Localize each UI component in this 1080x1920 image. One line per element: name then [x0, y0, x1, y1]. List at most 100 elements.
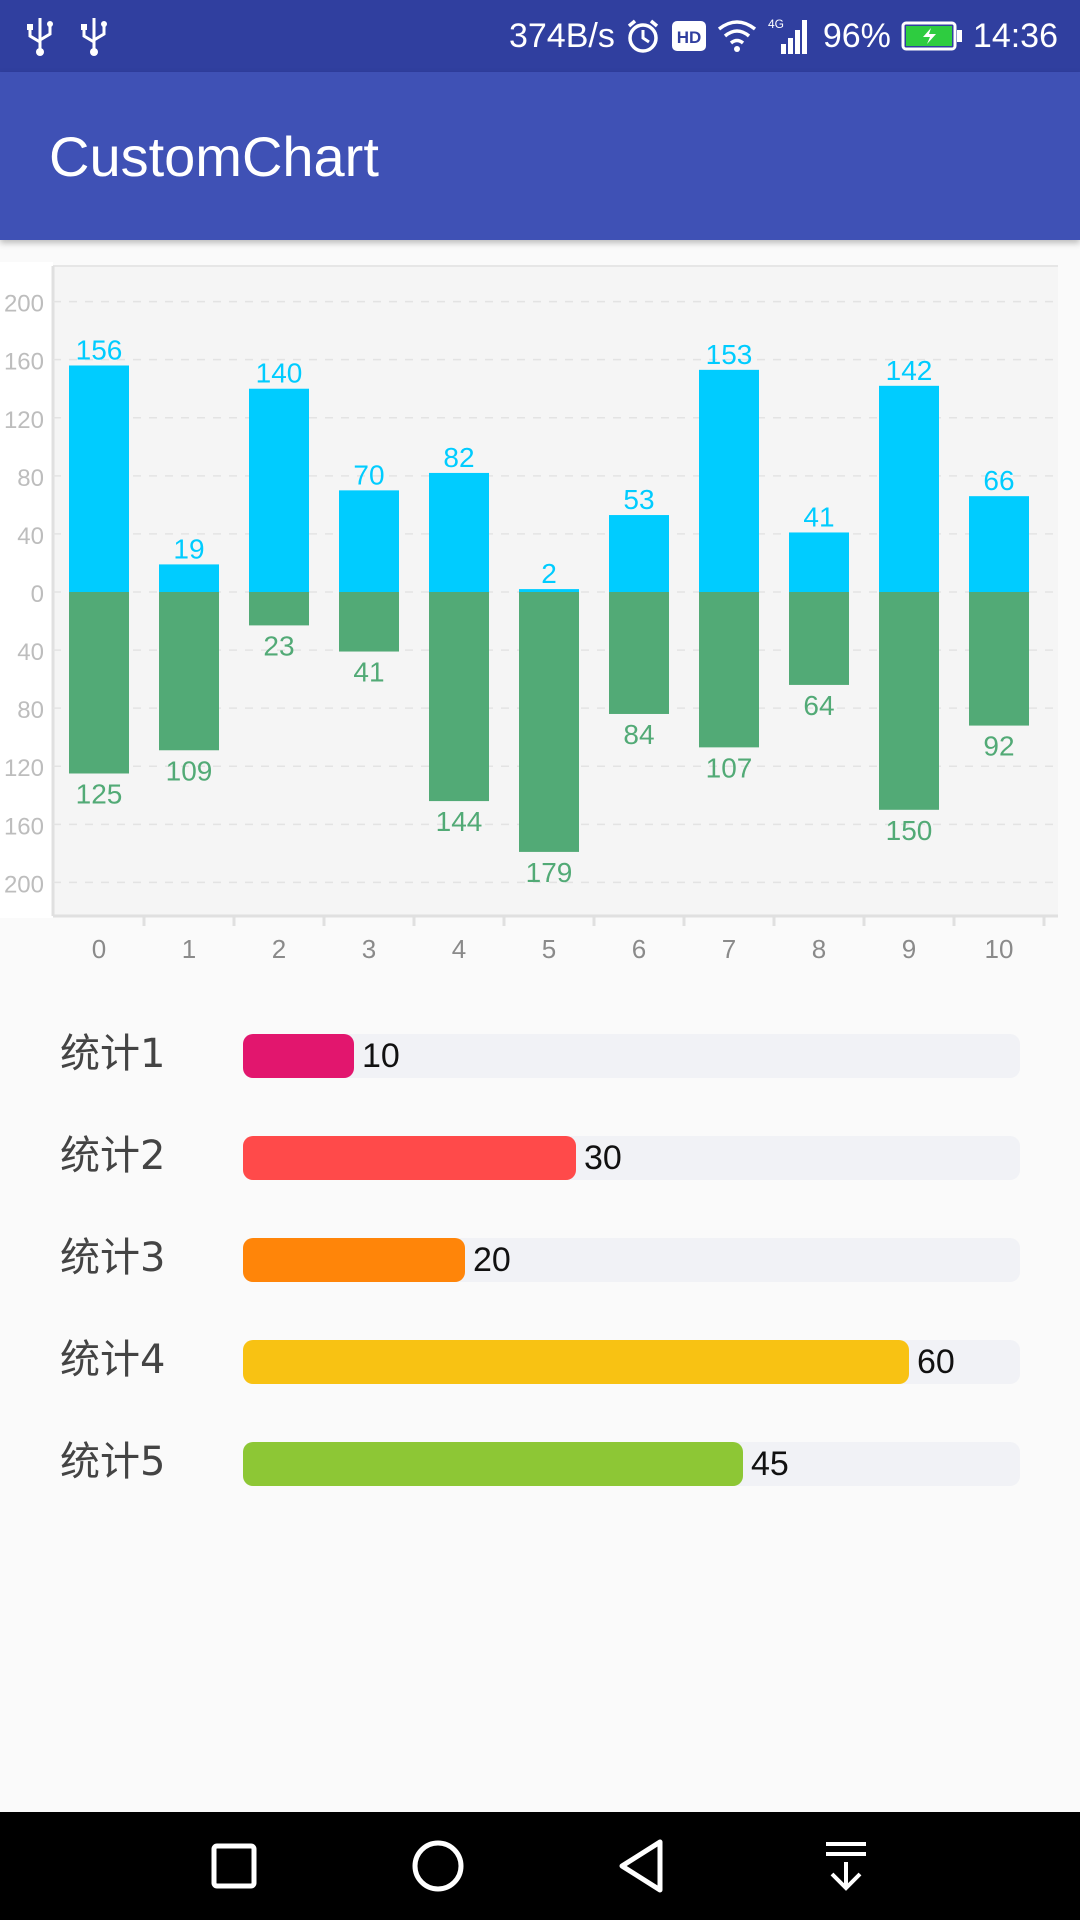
bar-negative: [609, 592, 669, 714]
x-tick-label: 4: [452, 934, 466, 962]
bar-negative-value-label: 92: [983, 731, 1014, 762]
progress-value: 20: [473, 1241, 511, 1279]
back-icon[interactable]: [608, 1832, 676, 1900]
y-tick-label: 200: [4, 871, 44, 898]
x-tick-label: 2: [272, 934, 286, 962]
bar-positive: [339, 490, 399, 592]
x-tick-label: 9: [902, 934, 916, 962]
bar-negative-value-label: 144: [436, 806, 483, 837]
x-tick-label: 1: [182, 934, 196, 962]
x-tick-label: 6: [632, 934, 646, 962]
y-tick-label: 200: [4, 291, 44, 318]
progress-track: 60: [243, 1340, 1020, 1384]
y-tick-label: 40: [17, 523, 44, 550]
bar-positive: [519, 589, 579, 592]
bar-negative-value-label: 107: [706, 752, 753, 783]
bar-negative: [339, 592, 399, 652]
progress-fill: [243, 1442, 743, 1486]
progress-track: 20: [243, 1238, 1020, 1282]
progress-label: 统计3: [60, 1235, 166, 1281]
progress-fill: [243, 1238, 465, 1282]
x-tick-label: 3: [362, 934, 376, 962]
bar-positive-value-label: 19: [173, 533, 204, 564]
progress-value: 60: [917, 1343, 955, 1381]
bar-negative: [249, 592, 309, 626]
bar-positive: [789, 532, 849, 592]
progress-label: 统计5: [60, 1439, 166, 1485]
x-tick-label: 10: [985, 934, 1014, 962]
bar-negative-value-label: 125: [76, 779, 123, 810]
bar-negative-value-label: 109: [166, 755, 213, 786]
y-tick-label: 0: [31, 581, 44, 608]
bar-negative-value-label: 64: [803, 690, 834, 721]
bar-positive: [609, 515, 669, 592]
home-icon[interactable]: [404, 1832, 472, 1900]
bar-negative-value-label: 150: [886, 815, 933, 846]
y-tick-label: 120: [4, 407, 44, 434]
net-speed: 374B/s: [508, 16, 615, 55]
progress-fill: [243, 1136, 576, 1180]
notification-pull-icon[interactable]: [812, 1832, 880, 1900]
y-tick-label: 160: [4, 813, 44, 840]
usb-icon: [81, 18, 107, 56]
alarm-icon: [627, 19, 658, 53]
bar-negative-value-label: 84: [623, 719, 654, 750]
battery-percent: 96%: [822, 16, 891, 55]
clock: 14:36: [972, 16, 1058, 55]
progress-value: 10: [362, 1037, 400, 1075]
bar-negative-value-label: 23: [263, 630, 294, 661]
bar-positive-value-label: 2: [541, 558, 557, 589]
x-tick-label: 5: [542, 934, 556, 962]
bar-positive: [969, 496, 1029, 592]
progress-label: 统计4: [60, 1337, 166, 1383]
bar-positive-value-label: 70: [353, 459, 384, 490]
bar-positive-value-label: 153: [706, 339, 753, 370]
y-tick-label: 80: [17, 697, 44, 724]
bar-positive-value-label: 156: [76, 334, 123, 365]
navigation-bar: [0, 1812, 1080, 1920]
progress-row: 统计4 60: [0, 1330, 1080, 1390]
y-tick-label: 40: [17, 639, 44, 666]
bar-negative: [879, 592, 939, 810]
x-tick-label: 7: [722, 934, 736, 962]
usb-icon: [27, 18, 53, 56]
bar-positive-value-label: 53: [623, 484, 654, 515]
wifi-icon: [717, 20, 756, 52]
bar-positive: [69, 365, 129, 592]
progress-row: 统计2 30: [0, 1126, 1080, 1186]
bar-negative: [159, 592, 219, 751]
y-tick-label: 160: [4, 349, 44, 376]
progress-track: 10: [243, 1034, 1020, 1078]
progress-fill: [243, 1034, 354, 1078]
recent-apps-icon[interactable]: [200, 1832, 268, 1900]
progress-value: 45: [751, 1445, 789, 1483]
bar-positive-value-label: 66: [983, 465, 1014, 496]
bar-chart-svg: 2001601208040040801201602000156125119109…: [0, 262, 1058, 962]
bar-positive-value-label: 41: [803, 501, 834, 532]
bar-positive-value-label: 82: [443, 442, 474, 473]
y-tick-label: 120: [4, 755, 44, 782]
bar-negative: [519, 592, 579, 852]
progress-row: 统计3 20: [0, 1228, 1080, 1288]
y-axis-label-area: [0, 262, 53, 918]
bar-negative: [969, 592, 1029, 726]
progress-value: 30: [584, 1139, 622, 1177]
bar-negative: [699, 592, 759, 748]
bar-positive-value-label: 142: [886, 355, 933, 386]
app-title: CustomChart: [49, 125, 379, 188]
signal-label: 4G: [768, 17, 784, 31]
battery-charging-icon: [901, 21, 962, 51]
progress-track: 45: [243, 1442, 1020, 1486]
hd-icon: HD: [671, 21, 706, 51]
bar-positive: [249, 388, 309, 592]
bar-positive: [429, 472, 489, 592]
x-tick-label: 8: [812, 934, 826, 962]
bar-negative: [69, 592, 129, 774]
signal-icon: 4G: [768, 17, 807, 54]
progress-label: 统计1: [60, 1031, 166, 1077]
bar-positive: [699, 369, 759, 592]
bar-negative: [789, 592, 849, 685]
bar-positive-value-label: 140: [256, 358, 303, 389]
bar-negative-value-label: 41: [353, 657, 384, 688]
status-bar: 374B/s HD 4G 96%: [0, 0, 1080, 72]
